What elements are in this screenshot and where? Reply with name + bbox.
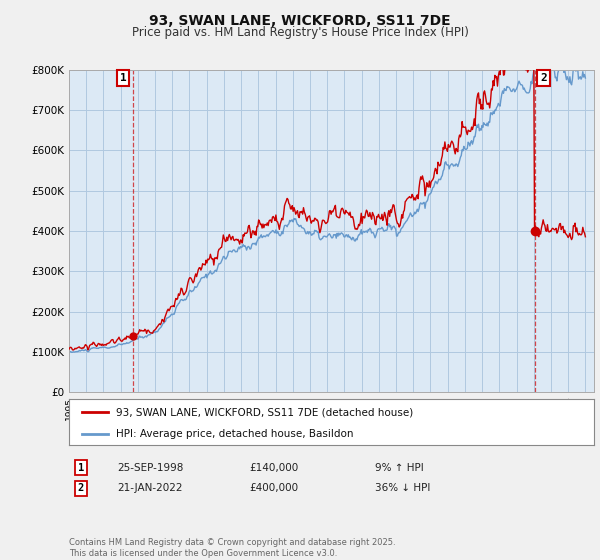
Text: 9% ↑ HPI: 9% ↑ HPI <box>375 463 424 473</box>
Text: 1: 1 <box>78 463 84 473</box>
Text: 2: 2 <box>78 483 84 493</box>
Text: 93, SWAN LANE, WICKFORD, SS11 7DE (detached house): 93, SWAN LANE, WICKFORD, SS11 7DE (detac… <box>116 407 413 417</box>
Text: 1: 1 <box>119 73 126 83</box>
Text: HPI: Average price, detached house, Basildon: HPI: Average price, detached house, Basi… <box>116 429 354 438</box>
Text: 36% ↓ HPI: 36% ↓ HPI <box>375 483 430 493</box>
Text: Price paid vs. HM Land Registry's House Price Index (HPI): Price paid vs. HM Land Registry's House … <box>131 26 469 39</box>
Text: 2: 2 <box>540 73 547 83</box>
Text: £400,000: £400,000 <box>249 483 298 493</box>
Text: 21-JAN-2022: 21-JAN-2022 <box>117 483 182 493</box>
Text: Contains HM Land Registry data © Crown copyright and database right 2025.
This d: Contains HM Land Registry data © Crown c… <box>69 538 395 558</box>
Text: 25-SEP-1998: 25-SEP-1998 <box>117 463 184 473</box>
Text: £140,000: £140,000 <box>249 463 298 473</box>
Text: 93, SWAN LANE, WICKFORD, SS11 7DE: 93, SWAN LANE, WICKFORD, SS11 7DE <box>149 14 451 28</box>
